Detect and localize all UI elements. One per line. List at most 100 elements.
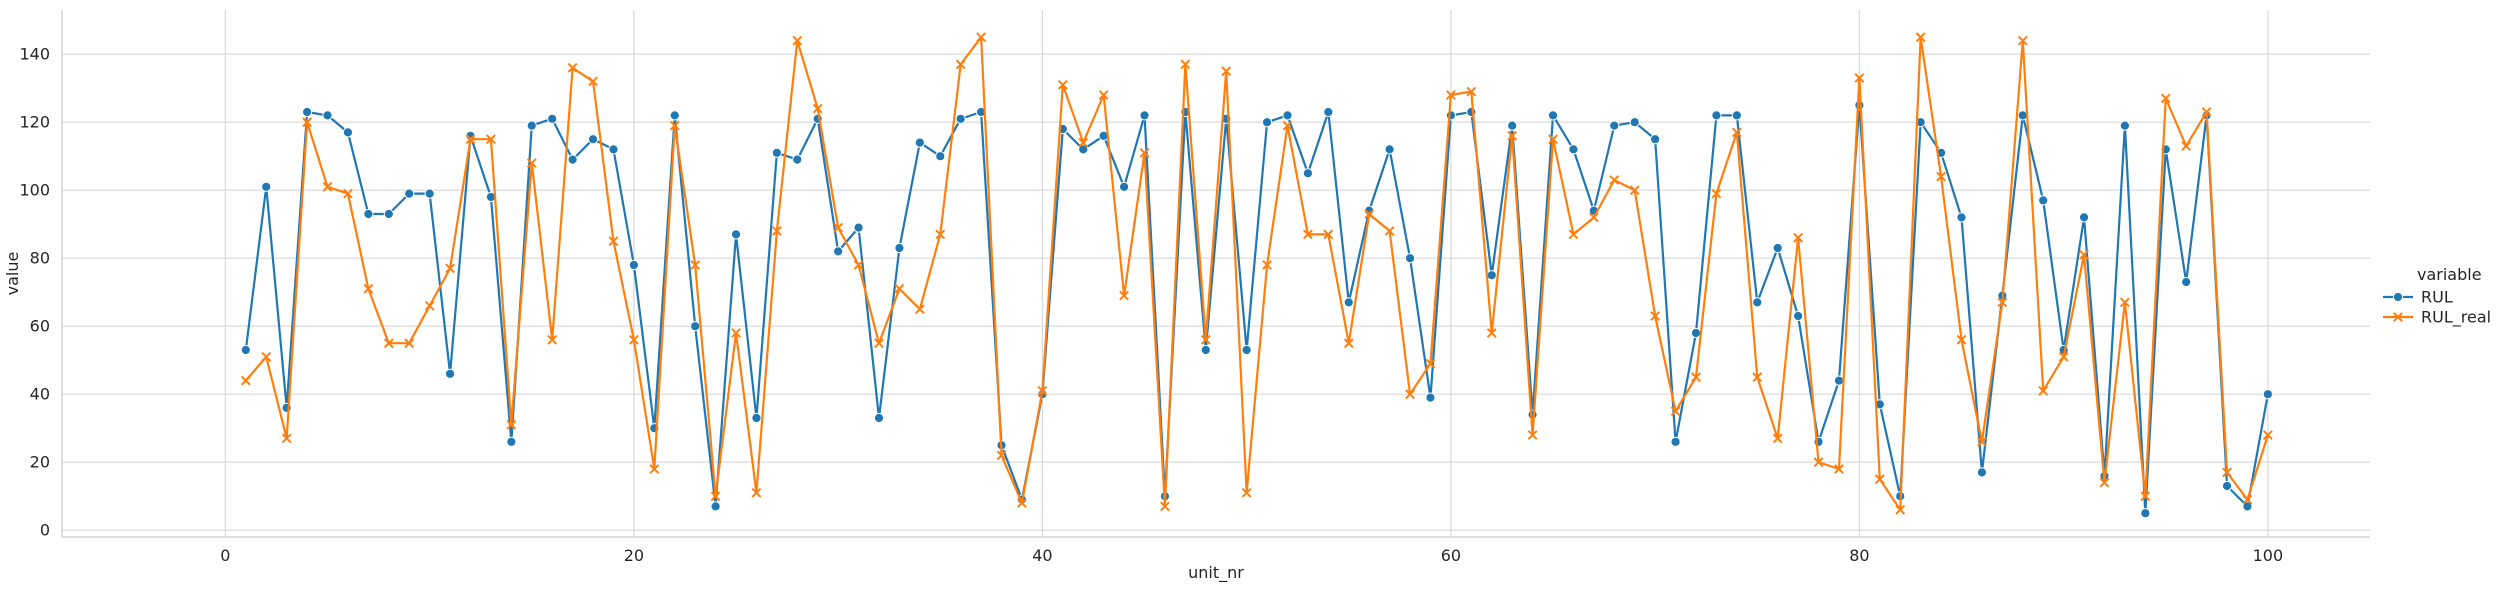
data-point (710, 501, 721, 512)
x-tick-label: 60 (1441, 546, 1461, 565)
data-point (1445, 90, 1456, 100)
data-point (1323, 106, 1334, 118)
x-axis-label: unit_nr (1188, 563, 1244, 583)
data-point (751, 412, 762, 424)
data-point (322, 110, 333, 121)
data-point (404, 188, 415, 199)
x-tick-label: 0 (220, 546, 230, 565)
y-tick-label: 0 (40, 521, 50, 540)
data-point (1670, 406, 1681, 417)
data-point (1731, 110, 1742, 121)
axes (61, 10, 2370, 538)
legend-label: RUL_real (2421, 308, 2491, 328)
data-point (1650, 311, 1661, 321)
data-point (567, 62, 578, 73)
data-point (710, 491, 721, 502)
data-point (1772, 433, 1783, 444)
series-line (244, 104, 2269, 515)
data-point (1384, 144, 1395, 155)
data-point (833, 222, 844, 233)
data-point (1690, 327, 1702, 339)
data-point (955, 113, 966, 124)
data-point (771, 147, 782, 158)
data-point (445, 263, 455, 274)
legend-marker (2393, 312, 2403, 322)
data-point (1548, 134, 1558, 145)
data-point (1609, 175, 1620, 185)
data-point (2017, 35, 2028, 46)
data-point (1976, 467, 1988, 478)
data-point (1527, 409, 1538, 420)
data-point (1752, 297, 1763, 308)
data-point (1977, 436, 1987, 447)
data-point (2119, 120, 2131, 131)
data-point (2242, 501, 2253, 512)
data-point (2221, 480, 2233, 492)
data-point (1507, 130, 1518, 141)
tick-labels: 0 20 40 60 80 100 0 20 40 60 80 100 120 140 (19, 45, 2283, 565)
data-point (322, 181, 333, 192)
data-point (1343, 338, 1354, 349)
data-point (2181, 276, 2192, 288)
data-point (444, 368, 456, 379)
data-point (1568, 144, 1579, 155)
data-point (608, 144, 619, 155)
data-point (1874, 474, 1885, 485)
data-point (506, 419, 517, 430)
data-point (669, 120, 680, 131)
data-point (1200, 344, 1211, 356)
data-point (261, 181, 272, 192)
x-tick-label: 80 (1849, 546, 1869, 565)
data-point (1180, 59, 1191, 70)
series-rul-real (240, 32, 2273, 515)
data-point (526, 158, 537, 168)
data-point (649, 464, 660, 474)
data-point (1731, 127, 1742, 138)
data-point (730, 229, 742, 240)
data-point (1936, 171, 1946, 182)
data-point (1119, 290, 1129, 301)
data-point (1956, 212, 1967, 223)
data-point (1752, 372, 1763, 383)
data-point (1466, 106, 1477, 118)
data-point (567, 154, 578, 165)
data-point (1098, 90, 1109, 100)
y-tick-label: 100 (19, 181, 50, 200)
data-point (240, 375, 251, 386)
data-point (1956, 334, 1967, 345)
data-point (2078, 212, 2090, 223)
data-point (1711, 188, 1722, 199)
y-axis-label: value (3, 252, 22, 296)
data-point (853, 260, 864, 270)
data-point (2242, 494, 2253, 505)
data-point (2140, 491, 2151, 502)
data-point (465, 134, 476, 145)
data-point (588, 76, 598, 87)
data-point (1507, 120, 1518, 131)
data-point (1486, 270, 1497, 281)
x-tick-label: 40 (1032, 546, 1052, 565)
data-point (1834, 464, 1844, 474)
data-point (302, 117, 313, 128)
data-point (1691, 372, 1701, 383)
y-tick-label: 40 (30, 385, 50, 404)
data-point (363, 283, 374, 294)
data-point (792, 35, 803, 46)
data-point (1915, 32, 1926, 43)
data-point (628, 334, 639, 345)
data-point (1568, 229, 1579, 240)
data-point (1282, 120, 1293, 131)
series-rul (240, 100, 2273, 519)
data-point (526, 120, 537, 131)
data-point (342, 127, 354, 138)
legend-entry: RUL_real (2383, 308, 2491, 328)
data-point (1221, 66, 1232, 77)
data-point (1078, 144, 1089, 155)
data-point (261, 351, 272, 362)
data-point (628, 259, 639, 271)
y-tick-label: 140 (19, 45, 50, 64)
data-point (914, 304, 925, 315)
legend-marker (2392, 291, 2404, 303)
